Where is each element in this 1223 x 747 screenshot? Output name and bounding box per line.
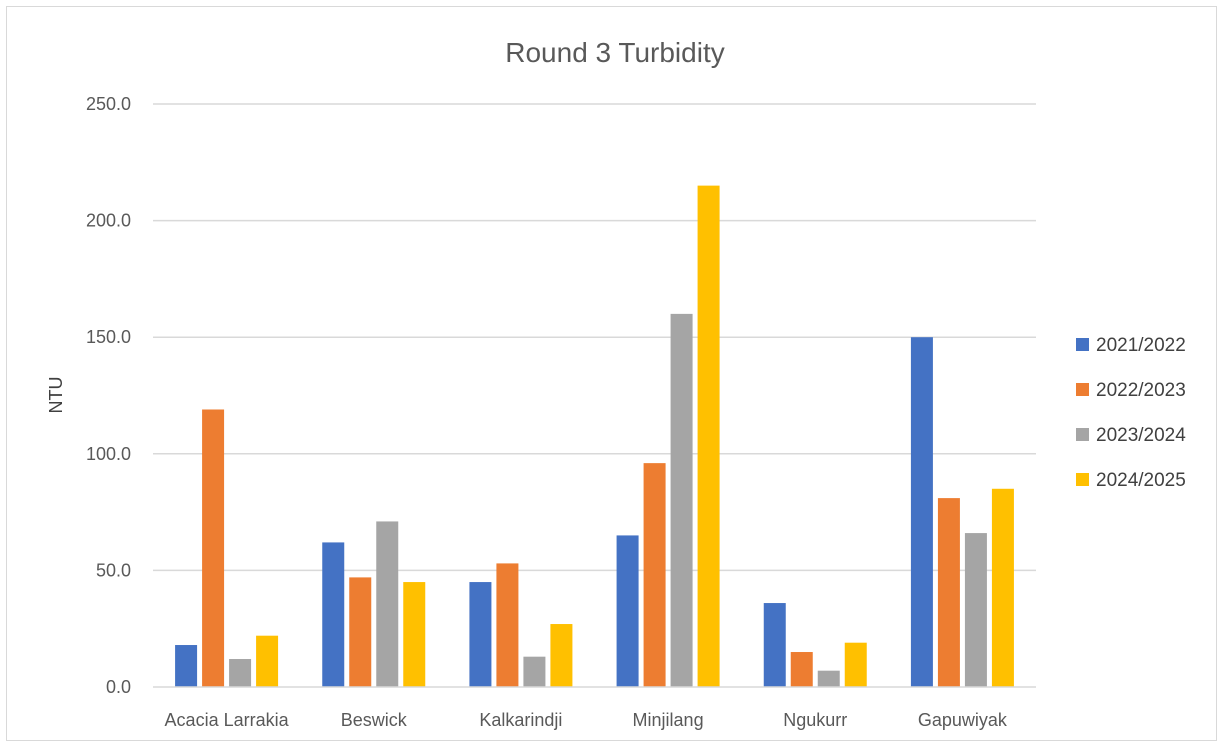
bar	[763, 603, 786, 687]
bar	[550, 624, 573, 687]
bar	[322, 542, 345, 687]
bar	[175, 645, 198, 687]
legend-label: 2024/2025	[1096, 470, 1186, 491]
legend-swatch	[1076, 473, 1089, 486]
x-tick-label: Minjilang	[633, 710, 704, 730]
bar	[403, 582, 426, 687]
legend-swatch	[1076, 338, 1089, 351]
chart-title: Round 3 Turbidity	[505, 37, 724, 68]
legend-label: 2021/2022	[1096, 335, 1186, 356]
y-axis-ticks: 0.0 50.0 100.0 150.0 200.0 250.0	[86, 94, 131, 697]
y-tick-label: 150.0	[86, 327, 131, 347]
bar	[697, 185, 720, 687]
x-axis-labels: Acacia Larrakia Beswick Kalkarindji Minjila…	[165, 710, 1008, 730]
gridlines	[153, 103, 1036, 572]
bar	[202, 409, 225, 687]
bar	[910, 337, 933, 687]
bar	[964, 533, 987, 687]
bar	[670, 313, 693, 687]
y-tick-label: 0.0	[106, 677, 131, 697]
legend-label: 2023/2024	[1096, 425, 1186, 446]
bar	[991, 488, 1014, 687]
bar	[376, 521, 399, 687]
bar	[643, 463, 666, 687]
bar	[496, 563, 519, 687]
x-tick-label: Gapuwiyak	[918, 710, 1008, 730]
x-tick-label: Kalkarindji	[479, 710, 562, 730]
bar	[790, 652, 813, 687]
legend-label: 2022/2023	[1096, 380, 1186, 401]
y-tick-label: 250.0	[86, 94, 131, 114]
legend-swatch	[1076, 383, 1089, 396]
bar	[349, 577, 372, 687]
bar	[469, 582, 492, 687]
bar	[256, 635, 279, 687]
y-axis-title: NTU	[46, 377, 66, 414]
bar	[229, 659, 252, 687]
bar	[817, 670, 840, 687]
x-tick-label: Beswick	[341, 710, 408, 730]
y-tick-label: 50.0	[96, 560, 131, 580]
y-tick-label: 100.0	[86, 444, 131, 464]
y-tick-label: 200.0	[86, 211, 131, 231]
bars	[175, 185, 1014, 687]
legend-swatch	[1076, 428, 1089, 441]
bar	[616, 535, 639, 687]
legend: 2021/2022 2022/2023 2023/2024 2024/2025	[1076, 335, 1186, 491]
bar	[937, 498, 960, 687]
bar	[523, 656, 546, 687]
bar	[844, 642, 867, 687]
x-tick-label: Ngukurr	[783, 710, 847, 730]
x-tick-label: Acacia Larrakia	[165, 710, 290, 730]
